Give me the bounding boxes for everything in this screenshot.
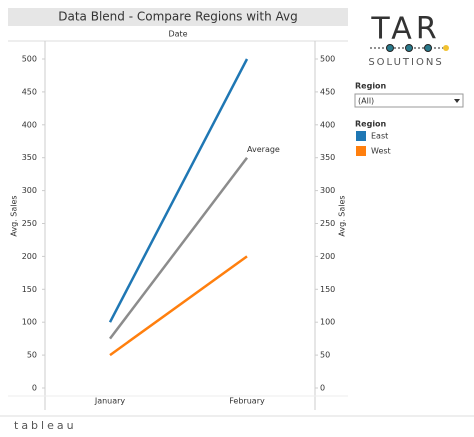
y-tick-label: 450 <box>22 87 37 96</box>
logo-dot <box>386 44 394 52</box>
legend-title: Region <box>355 120 387 129</box>
y-tick-label: 500 <box>22 55 37 64</box>
series-line <box>108 58 249 323</box>
y2-tick-label: 450 <box>320 87 335 96</box>
y2-tick-label: 400 <box>320 120 335 129</box>
legend-swatch <box>356 131 366 141</box>
series-line <box>109 255 248 357</box>
logo-dot <box>443 45 449 51</box>
legend-label: East <box>371 132 388 141</box>
y-axis-title: Avg. Sales <box>10 195 19 236</box>
dropdown-arrow <box>454 99 460 103</box>
y2-tick-label: 150 <box>320 285 335 294</box>
footer-logo[interactable]: tableau <box>14 419 77 432</box>
y2-tick-label: 500 <box>320 55 335 64</box>
y-tick-label: 400 <box>22 120 37 129</box>
y-tick-label: 100 <box>22 318 37 327</box>
y-tick-label: 250 <box>22 219 37 228</box>
logo-bottom: SOLUTIONS <box>368 57 443 68</box>
chart-title: Data Blend - Compare Regions with Avg <box>58 10 298 24</box>
filter-selected: (All) <box>358 97 374 106</box>
logo-dot <box>424 44 432 52</box>
legend-label: West <box>371 147 391 156</box>
average-label: Average <box>247 145 280 154</box>
y2-tick-label: 0 <box>320 384 325 393</box>
logo-top: TAR <box>370 12 440 47</box>
filter-title: Region <box>355 82 387 91</box>
filter-dropdown[interactable] <box>354 93 464 108</box>
title-bar <box>8 8 348 26</box>
y2-tick-label: 50 <box>320 351 330 360</box>
y-tick-label: 300 <box>22 186 37 195</box>
y-tick-label: 50 <box>27 351 37 360</box>
x-tick-label: February <box>229 397 265 406</box>
y2-tick-label: 200 <box>320 252 335 261</box>
logo-dot <box>405 44 413 52</box>
legend-swatch <box>356 146 366 156</box>
y-tick-label: 0 <box>32 384 37 393</box>
y2-tick-label: 350 <box>320 153 335 162</box>
y2-tick-label: 250 <box>320 219 335 228</box>
x-tick-label: January <box>94 397 126 406</box>
y2-tick-label: 300 <box>320 186 335 195</box>
column-header: Date <box>168 30 187 39</box>
y2-axis-title: Avg. Sales <box>338 195 347 236</box>
average-line <box>109 156 248 340</box>
y-tick-label: 200 <box>22 252 37 261</box>
y-tick-label: 150 <box>22 285 37 294</box>
y2-tick-label: 100 <box>320 318 335 327</box>
y-tick-label: 350 <box>22 153 37 162</box>
